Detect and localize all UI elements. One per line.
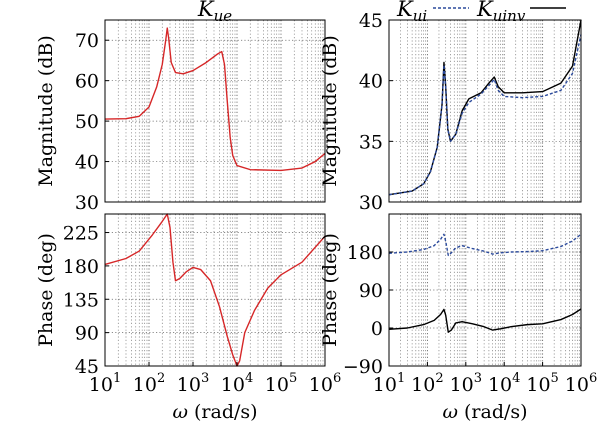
x-axis-label: ω (rad/s): [442, 401, 527, 423]
series-line-2: [388, 233, 582, 257]
series-line-1: [104, 27, 326, 172]
legend: Kui Kuinv: [396, 0, 566, 25]
y-tick-label: 90: [359, 280, 383, 302]
chart-title: Kue: [197, 0, 232, 25]
y-tick-label: 225: [63, 223, 99, 245]
x-tick-label: 105: [526, 371, 558, 396]
x-axis-label: ω (rad/s): [172, 401, 257, 423]
y-tick-label: 45: [75, 356, 99, 378]
chart-panel-3: 30 35 40 45 Magnitude (dB) Kui Kuinv: [319, 0, 582, 214]
legend-label-1: Kui: [396, 0, 427, 25]
x-tick-label: 104: [221, 371, 253, 396]
chart-panel-2: 45 90 135 180 225 Phase (deg) 101 102 103 104 105 1…: [35, 213, 341, 423]
y-tick-label: 45: [359, 10, 383, 32]
grid: [105, 214, 325, 366]
y-axis-label: Magnitude (dB): [35, 35, 57, 187]
plot-frame: [104, 19, 326, 203]
x-tick-label: 101: [89, 371, 121, 396]
x-tick-label: 104: [488, 371, 520, 396]
plot-frame: [388, 19, 582, 203]
x-tick-label: 101: [373, 371, 405, 396]
y-axis-label: Magnitude (dB): [319, 35, 341, 187]
x-tick-label: 106: [309, 371, 341, 396]
x-tick-label: 102: [411, 371, 443, 396]
series-line-1: [104, 213, 326, 367]
y-tick-label: 60: [75, 71, 99, 93]
x-tick-label: 102: [133, 371, 165, 396]
y-tick-label: 40: [359, 71, 383, 93]
y-axis-label: Phase (deg): [319, 233, 341, 347]
y-tick-label: 30: [359, 192, 383, 214]
series-line-2: [388, 34, 582, 196]
y-tick-label: 35: [359, 131, 383, 153]
y-tick-label: −90: [343, 356, 383, 378]
y-axis-label: Phase (deg): [35, 233, 57, 347]
y-tick-label: 90: [75, 323, 99, 345]
legend-label-2: Kuinv: [476, 0, 526, 25]
y-tick-label: 40: [75, 152, 99, 174]
y-tick-label: 180: [347, 242, 383, 264]
y-tick-label: 30: [75, 192, 99, 214]
y-tick-label: 50: [75, 111, 99, 133]
x-tick-label: 103: [177, 371, 209, 396]
y-tick-label: 135: [63, 289, 99, 311]
grid: [105, 20, 325, 202]
x-tick-label: 103: [450, 371, 482, 396]
chart-panel-1: 30 40 50 60 70 Magnitude (dB) Kue: [35, 0, 326, 214]
chart-panel-4: −90 0 90 180 Phase (deg) 101 102 103 104 105 106 ω …: [319, 213, 597, 423]
x-tick-label: 105: [265, 371, 297, 396]
y-tick-label: 0: [371, 318, 383, 340]
series-line-1: [388, 19, 582, 196]
series-line-1: [388, 308, 582, 333]
y-tick-label: 180: [63, 256, 99, 278]
grid: [389, 214, 581, 366]
x-tick-label: 106: [565, 371, 597, 396]
plot-frame: [104, 213, 326, 367]
grid: [389, 20, 581, 202]
y-tick-label: 70: [75, 30, 99, 52]
